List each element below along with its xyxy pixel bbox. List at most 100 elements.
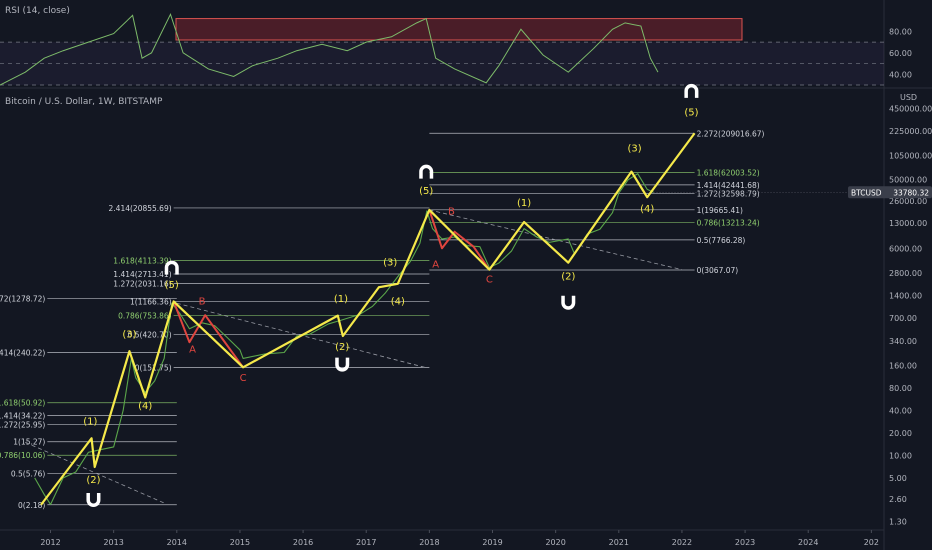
- fib-level-label: 0.786(753.86): [118, 311, 172, 320]
- wave-label: (1): [83, 416, 97, 427]
- wave-label: B: [199, 297, 206, 308]
- price-tick-label: 50000.00: [889, 176, 927, 185]
- rsi-tick-label: 40.00: [889, 70, 912, 79]
- price-tick-label: 80.00: [889, 384, 912, 393]
- price-tick-label: 2.60: [889, 495, 907, 504]
- fib-level-label: 3.272(1278.72): [0, 294, 45, 303]
- fib-level-label: 0.786(10.06): [0, 451, 45, 460]
- correction-path: [172, 301, 244, 368]
- wave-label: A: [189, 345, 196, 356]
- price-tick-label: 13000.00: [889, 219, 927, 228]
- fib-level-label: 1.618(50.92): [0, 399, 45, 408]
- wave-label: (1): [334, 294, 348, 305]
- year-tick-label: 202: [864, 538, 879, 547]
- rsi-line: [0, 12, 659, 86]
- correction-path: [428, 209, 491, 271]
- magnet-shape: [335, 357, 350, 372]
- fib-level-label: 0.5(420.70): [128, 330, 172, 339]
- year-tick-label: 2018: [419, 538, 439, 547]
- fib-level-label: 0(2.18): [18, 501, 45, 510]
- wave-label: (4): [640, 204, 654, 215]
- fib-level-label: 0.5(7766.28): [697, 236, 746, 245]
- price-tick-label: 20.00: [889, 429, 912, 438]
- chart-title: Bitcoin / U.S. Dollar, 1W, BITSTAMP: [5, 97, 163, 107]
- year-tick-label: 2021: [609, 538, 629, 547]
- price-tick-label: 1400.00: [889, 291, 922, 300]
- price-badge-symbol: BTCUSD: [851, 188, 882, 197]
- wave-label: (3): [383, 258, 397, 269]
- magnet-shape: [164, 260, 179, 275]
- price-tick-label: 225000.00: [889, 127, 932, 136]
- magnet-top-icon: [684, 83, 699, 98]
- trendline: [429, 209, 683, 271]
- wave-label: (2): [86, 475, 100, 486]
- price-tick-label: 450000.00: [889, 104, 932, 113]
- fib-level-label: 1.414(2713.41): [113, 270, 171, 279]
- currency-label: USD: [900, 93, 917, 102]
- magnet-top-icon: [419, 164, 434, 179]
- price-tick-label: 700.00: [889, 314, 917, 323]
- magnet-shape: [86, 493, 101, 508]
- fib-level-label: 1(15.27): [13, 438, 45, 447]
- year-tick-label: 2015: [230, 538, 250, 547]
- fib-level-label: 2.414(240.22): [0, 348, 45, 357]
- rsi-title: RSI (14, close): [5, 6, 70, 16]
- rsi-tick-label: 80.00: [889, 27, 912, 36]
- wave-label: A: [432, 260, 439, 271]
- year-tick-label: 2023: [735, 538, 755, 547]
- wave-label: (4): [138, 401, 152, 412]
- wave-label: (2): [335, 342, 349, 353]
- rsi-tick-label: 60.00: [889, 49, 912, 58]
- magnet-shape: [561, 295, 576, 310]
- price-tick-label: 1.30: [889, 518, 907, 527]
- rsi-overbought-zone: [175, 18, 743, 41]
- price-tick-label: 160.00: [889, 362, 917, 371]
- fib-level-label: 1.414(34.22): [0, 412, 45, 421]
- fib-level-label: 1(19665.41): [697, 206, 743, 215]
- wave-label: B: [448, 207, 455, 218]
- magnet-bottom-icon: [335, 357, 350, 372]
- fib-level-label: 1.272(25.95): [0, 421, 45, 430]
- wave-label: (1): [517, 198, 531, 209]
- wave-label: (2): [561, 271, 575, 282]
- wave-label: (3): [627, 143, 641, 154]
- wave-label: (5): [684, 108, 698, 119]
- price-tick-label: 6000.00: [889, 244, 922, 253]
- year-tick-label: 2014: [167, 538, 187, 547]
- price-tick-label: 2800.00: [889, 269, 922, 278]
- fib-level-label: 1.618(4113.39): [113, 256, 171, 265]
- year-tick-label: 2019: [482, 538, 502, 547]
- price-tick-label: 340.00: [889, 337, 917, 346]
- fib-level-label: 1.414(42441.68): [697, 181, 760, 190]
- price-tick-label: 10.00: [889, 451, 912, 460]
- price-tick-label: 105000.00: [889, 152, 932, 161]
- price-badge-bg: [848, 186, 932, 199]
- magnet-shape: [419, 164, 434, 179]
- fib-level-label: 0.5(5.76): [11, 469, 46, 478]
- fib-level-label: 1(1166.36): [130, 297, 172, 306]
- magnet-shape: [684, 83, 699, 98]
- year-tick-label: 2012: [40, 538, 60, 547]
- wave-label: C: [240, 373, 247, 384]
- price-tick-label: 40.00: [889, 407, 912, 416]
- price-tick-label: 26000.00: [889, 197, 927, 206]
- magnet-top-icon: [164, 260, 179, 275]
- year-tick-label: 2020: [545, 538, 565, 547]
- year-tick-label: 2013: [103, 538, 123, 547]
- wave-label: (3): [122, 330, 136, 341]
- price-badge-value: 33780.32: [893, 188, 929, 197]
- magnet-bottom-icon: [561, 295, 576, 310]
- fib-level-label: 0(3067.07): [697, 266, 739, 275]
- year-tick-label: 2017: [356, 538, 376, 547]
- fib-level-label: 1.272(32598.79): [697, 189, 760, 198]
- fib-level-label: 2.272(209016.67): [697, 129, 765, 138]
- magnet-bottom-icon: [86, 493, 101, 508]
- fib-level-label: 2.414(20855.69): [109, 204, 172, 213]
- fib-level-label: 1.272(2031.16): [113, 279, 171, 288]
- fib-level-label: 1.618(62003.52): [697, 169, 760, 178]
- year-tick-label: 2024: [798, 538, 818, 547]
- wave-path: [40, 132, 696, 506]
- wave-label: (4): [391, 297, 405, 308]
